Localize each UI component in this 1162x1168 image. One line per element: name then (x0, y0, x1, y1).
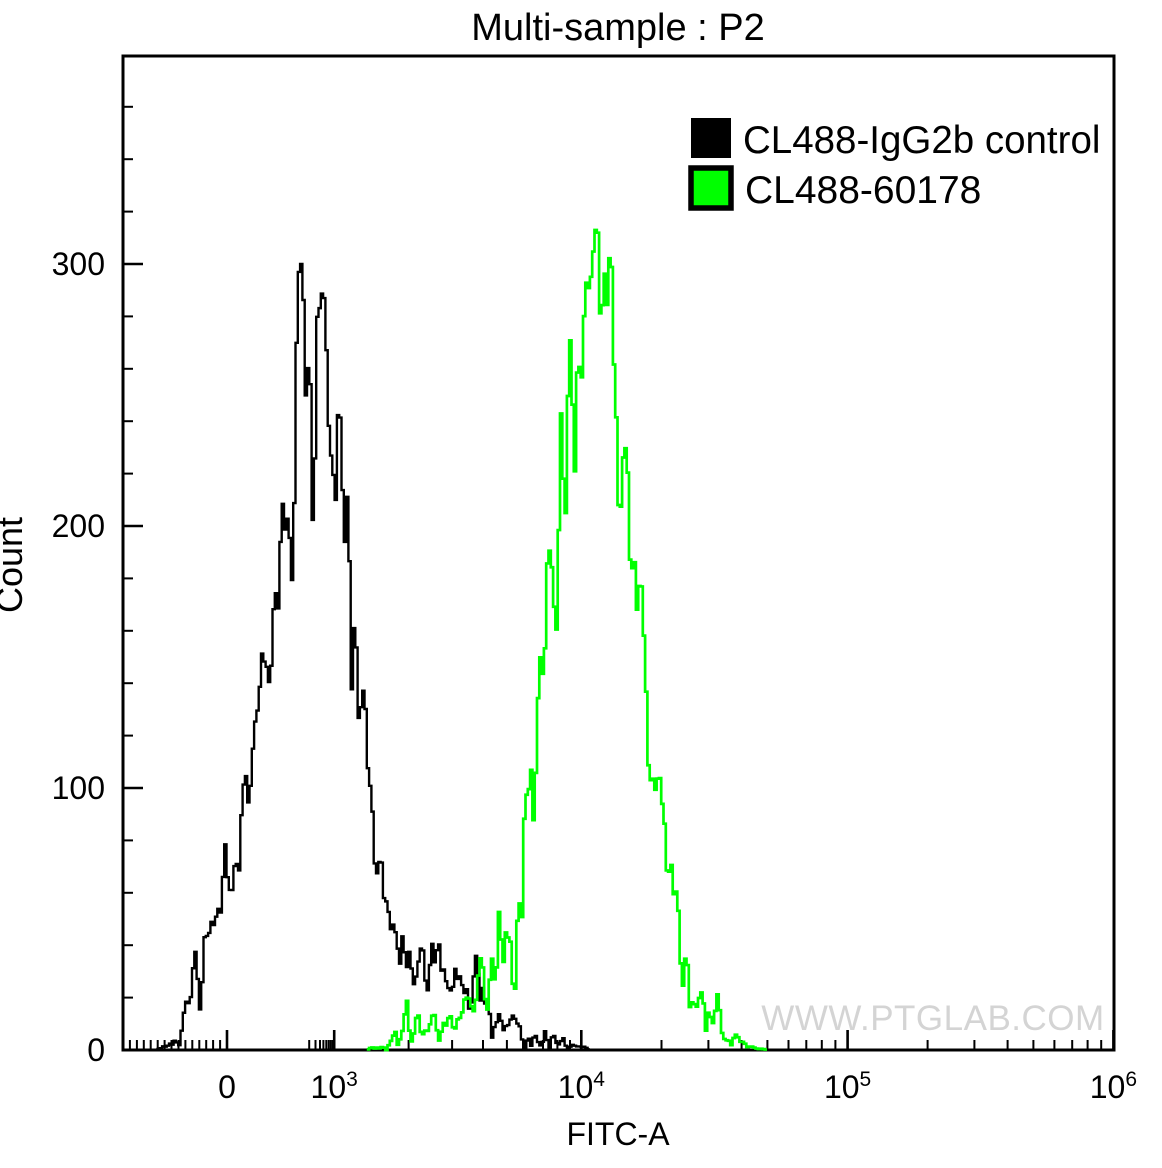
svg-text:100: 100 (52, 770, 105, 806)
svg-text:0: 0 (87, 1032, 105, 1068)
svg-text:CL488-IgG2b control: CL488-IgG2b control (743, 119, 1100, 162)
svg-text:0: 0 (218, 1069, 236, 1105)
svg-text:300: 300 (52, 246, 105, 282)
svg-text:Multi-sample : P2: Multi-sample : P2 (471, 7, 765, 49)
svg-text:105: 105 (824, 1068, 871, 1105)
svg-text:WWW.PTGLAB.COM: WWW.PTGLAB.COM (761, 999, 1104, 1038)
svg-text:104: 104 (558, 1068, 606, 1105)
svg-text:FITC-A: FITC-A (566, 1116, 670, 1152)
svg-text:200: 200 (52, 508, 105, 544)
svg-text:CL488-60178: CL488-60178 (745, 169, 981, 212)
svg-text:103: 103 (311, 1068, 358, 1105)
svg-text:106: 106 (1090, 1068, 1137, 1105)
svg-text:Count: Count (0, 517, 30, 613)
